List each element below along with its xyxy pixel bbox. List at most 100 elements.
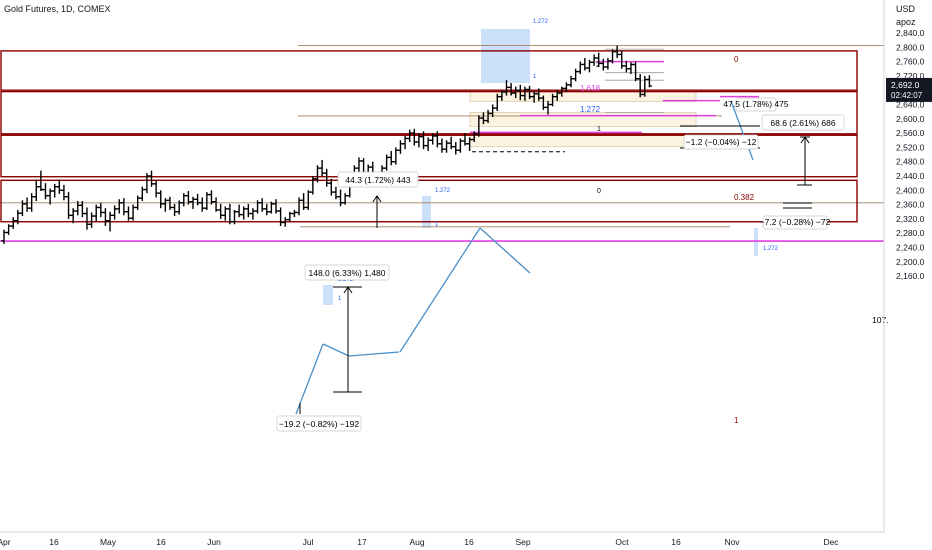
candle-bar-46 [208,190,214,205]
candle-bar-115 [527,85,533,100]
candle-bar-90 [411,128,417,146]
measure-label-text: −7.2 (−0.28%) −72 [760,217,831,227]
measure-label-5: 68.6 (2.61%) 686 [761,114,845,131]
candle-bar-68 [310,176,316,195]
candle-bar-10 [42,183,48,200]
measure-label-text: −19.2 (−0.82%) −192 [279,419,359,429]
candle-bar-52 [236,204,242,218]
candle-bar-30 [135,195,141,210]
candle-bar-86 [393,147,399,165]
time-tick-11: Oct [615,537,629,547]
arrow-head-2 [800,136,810,144]
arrow-head-1 [372,195,382,203]
fib-label-8: 1 [734,416,739,425]
labels-layer: 201.6181.272100.38211.27211.27211.27211.… [276,19,889,432]
fib-label-3: 1.618 [580,84,601,93]
range-box-4 [0,179,858,223]
wave-line-5 [479,227,531,274]
currency-label[interactable]: USD [896,4,916,14]
candle-bar-31 [139,186,145,202]
price-tick-18: 2,160.0 [896,271,925,281]
candle-bar-134 [614,45,620,59]
time-tick-13: Nov [724,537,740,547]
candle-bar-120 [550,93,556,107]
candle-bar-85 [388,150,394,166]
candle-bar-94 [430,133,436,145]
price-tick-16: 2,240.0 [896,243,925,253]
candle-bar-6 [24,197,30,212]
candle-bar-127 [582,58,588,71]
candle-bar-111 [508,83,514,96]
candle-bar-22 [98,202,104,218]
measure-label-box [761,114,845,131]
zone-1 [469,91,697,102]
candle-bar-14 [61,184,67,201]
price-tick-12: 2,400.0 [896,185,925,195]
candle-bar-16 [70,208,76,224]
candle-bar-15 [66,192,72,219]
candle-bar-78 [356,157,362,172]
fib-label-9: 1.272 [533,19,549,25]
candle-bar-62 [282,217,288,227]
candle-bar-49 [222,206,228,221]
time-tick-5: Jun [207,537,221,547]
candle-bar-55 [250,208,256,220]
time-tick-6: Jul [303,537,314,547]
candle-bar-119 [545,100,551,115]
price-tick-4: 2,720.0 [896,71,925,81]
measure-label-2: 148.0 (6.33%) 1,480 [304,264,390,281]
measure-label-3: −19.2 (−0.82%) −192 [276,415,362,432]
candle-bar-32 [144,173,150,194]
candle-bar-110 [503,80,509,96]
fib-label-4: 1.272 [580,105,601,114]
fib-highlight-3 [422,196,431,228]
candle-bar-28 [125,206,131,221]
candle-bar-50 [227,203,233,225]
range-box-3 [0,134,858,178]
candle-bar-97 [444,140,450,153]
candle-bar-41 [185,191,191,205]
candle-bar-100 [457,138,463,153]
fib-label-5: 1 [597,126,601,133]
chart-title: Gold Futures, 1D, COMEX [4,4,111,14]
candle-bar-3 [10,217,16,229]
time-tick-1: Apr [0,537,11,547]
candle-bar-73 [333,186,339,200]
wave-line-6 [730,100,754,161]
price-axis[interactable]: 2,840.02,800.02,760.02,720.02,680.02,640… [883,0,932,532]
candle-bar-48 [218,203,224,219]
unit-label[interactable]: apoz [896,17,916,27]
candle-bar-74 [338,189,344,207]
candle-bar-136 [623,60,629,73]
candle-bar-122 [559,86,565,97]
wave-line-3 [348,351,400,357]
candle-bar-130 [596,52,602,67]
time-tick-3: May [100,537,117,547]
measure-label-box [304,264,390,281]
candle-bar-59 [268,201,274,214]
candle-bar-139 [637,74,643,98]
candle-bar-29 [130,204,136,221]
wave-line-4 [399,227,481,353]
candle-bar-7 [29,193,35,212]
fib-highlight-4 [754,228,758,256]
candle-bar-75 [342,193,348,205]
candle-bar-53 [241,206,247,220]
measure-label-text: 148.0 (6.33%) 1,480 [308,268,385,278]
candle-bar-108 [494,93,500,111]
fib-highlight-2 [323,285,333,305]
candle-bar-128 [586,59,592,73]
price-tick-7: 2,600.0 [896,114,925,124]
candle-bar-38 [172,203,178,217]
box-edge-label: 107. [872,315,889,325]
candle-bar-5 [19,200,25,217]
candle-bar-113 [517,84,523,101]
fib-label-11: 1.272 [435,188,451,194]
candle-bar-45 [204,192,210,210]
candle-bar-33 [149,170,155,187]
fib-label-2: 0 [734,55,739,64]
candle-bar-93 [425,137,431,151]
fib-label-14: 1 [338,296,342,302]
time-axis[interactable]: Apr 16 May 16 Jun Jul 17 Aug 16 Sep Oct 16 Nov Dec [0,531,884,547]
